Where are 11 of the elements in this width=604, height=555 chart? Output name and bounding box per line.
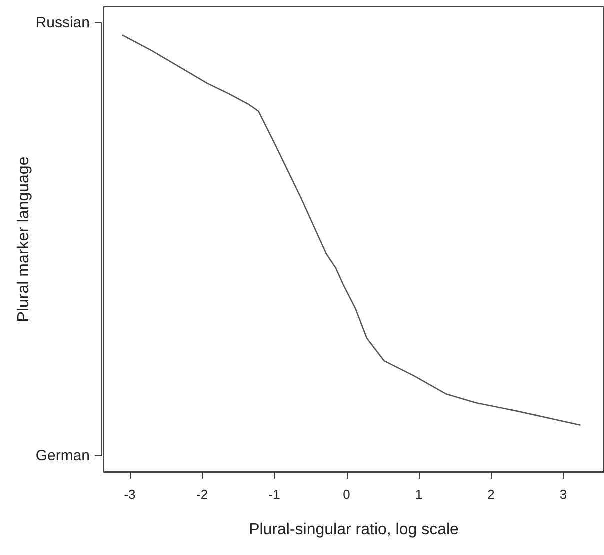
x-tick-label: 1 [415,487,423,502]
text: German [36,448,90,464]
text: Russian [36,14,90,32]
x-tick-label: 0 [343,487,350,502]
x-tick-label: -3 [124,487,136,502]
x-tick-label: 3 [560,487,568,502]
x-axis-title: Plural-singular ratio, log scale [249,522,460,538]
x-tick-label: -2 [196,487,208,502]
x-tick-label: 2 [488,487,495,502]
y-axis-title: Plural marker language [16,156,32,322]
x-tick-label: -1 [268,487,280,502]
